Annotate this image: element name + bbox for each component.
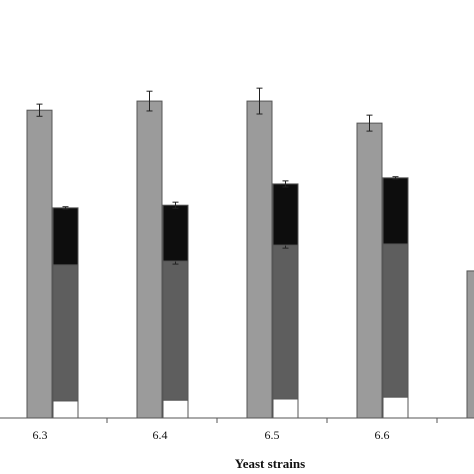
error-bar — [256, 87, 263, 115]
x-tick-label: 6.5 — [265, 428, 280, 442]
error-bar — [62, 206, 69, 210]
bar — [272, 398, 299, 419]
error-bar — [36, 103, 43, 117]
error-bar — [146, 90, 153, 112]
bar — [136, 100, 163, 419]
x-tick-label: 6.3 — [33, 428, 48, 442]
bar — [466, 270, 474, 419]
bar — [162, 399, 189, 419]
error-bar — [282, 180, 289, 188]
bar — [52, 264, 79, 402]
bar — [272, 183, 299, 246]
bar — [382, 396, 409, 419]
bar — [52, 207, 79, 266]
bar — [382, 243, 409, 398]
x-axis-title: Yeast strains — [235, 456, 305, 471]
bar — [356, 122, 383, 419]
bar — [162, 204, 189, 262]
bar — [162, 260, 189, 401]
bar — [382, 177, 409, 245]
bar — [26, 109, 53, 419]
x-tick-label: 6.4 — [153, 428, 168, 442]
bar — [52, 400, 79, 419]
error-bar — [172, 201, 179, 209]
error-bar — [392, 176, 399, 180]
bar — [272, 244, 299, 400]
error-bar — [366, 114, 373, 132]
x-tick-label: 6.6 — [375, 428, 390, 442]
bar — [246, 100, 273, 419]
